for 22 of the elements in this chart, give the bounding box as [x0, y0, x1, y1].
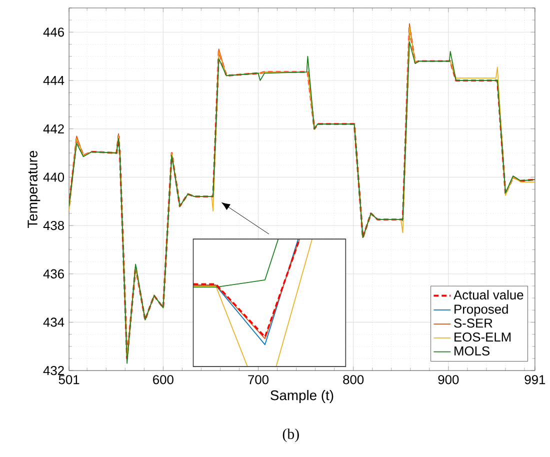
y-tick-label: 436	[43, 269, 64, 278]
x-tick-label: 700	[248, 374, 269, 384]
legend-label: Actual value	[454, 290, 524, 300]
y-tick-label: 444	[43, 76, 64, 85]
y-tick-label: 442	[43, 124, 64, 134]
legend-label: MOLS	[454, 346, 490, 356]
x-tick-label: 800	[343, 374, 364, 384]
x-tick-label: 991	[524, 374, 546, 384]
x-axis-title: Sample (t)	[270, 390, 334, 403]
y-axis-title: Temperature	[28, 150, 40, 228]
legend-label: EOS-ELM	[454, 332, 511, 342]
text: (b)	[282, 428, 299, 442]
legend-label: S-SER	[454, 318, 492, 328]
x-tick-label: 501	[58, 374, 80, 384]
y-tick-label: 434	[43, 318, 64, 327]
y-tick-label: 446	[43, 27, 64, 37]
legend-label: Proposed	[454, 304, 508, 316]
x-tick-label: 600	[153, 374, 174, 384]
y-tick-label: 432	[43, 366, 64, 376]
y-tick-label: 440	[43, 172, 64, 182]
x-tick-label: 900	[438, 374, 459, 384]
y-tick-label: 438	[43, 220, 64, 230]
